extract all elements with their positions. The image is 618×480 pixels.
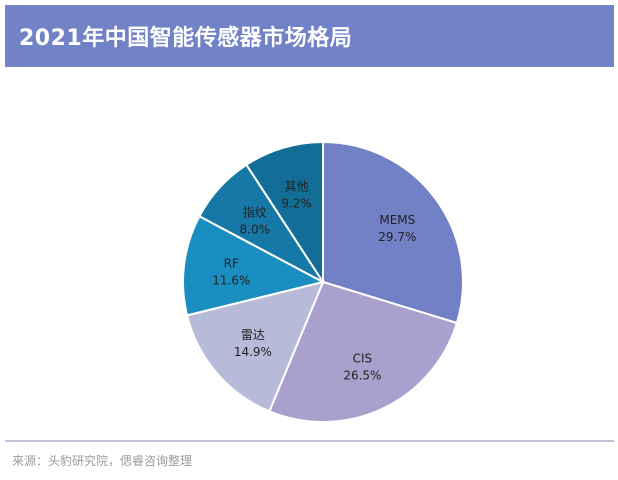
pie-slice-mems — [322, 140, 464, 325]
slice-label-mems: MEMS — [379, 213, 415, 227]
slice-label-fingerprint: 指纹 — [243, 205, 267, 220]
title-banner: 2021年中国智能传感器市场格局 — [5, 5, 614, 67]
slice-value-rf: 11.6% — [212, 274, 250, 288]
source-note: 来源：头豹研究院，偲睿咨询整理 — [12, 454, 193, 468]
slice-value-fingerprint: 8.0% — [240, 223, 271, 237]
slice-value-cis: 26.5% — [343, 369, 381, 383]
slice-value-radar: 14.9% — [234, 345, 272, 359]
chart-title: 2021年中国智能传感器市场格局 — [19, 26, 353, 51]
slice-label-radar: 雷达 — [241, 328, 265, 342]
slice-label-cis: CIS — [353, 352, 373, 366]
pie-slice-rf — [182, 214, 326, 317]
pie-slice-other — [245, 140, 324, 286]
pie-slice-cis — [268, 280, 459, 423]
pie-slices — [182, 140, 464, 423]
pie-labels: MEMS 29.7% CIS 26.5% 雷达 14.9% RF 11.6% 指纹 8.0% 其他 9… — [212, 179, 416, 382]
slice-label-rf: RF — [224, 257, 239, 271]
slice-value-other: 9.2% — [281, 196, 312, 210]
pie-slice-radar — [185, 280, 325, 413]
slice-value-mems: 29.7% — [378, 230, 416, 244]
footer-divider — [5, 440, 614, 442]
slice-label-other: 其他 — [285, 179, 309, 193]
